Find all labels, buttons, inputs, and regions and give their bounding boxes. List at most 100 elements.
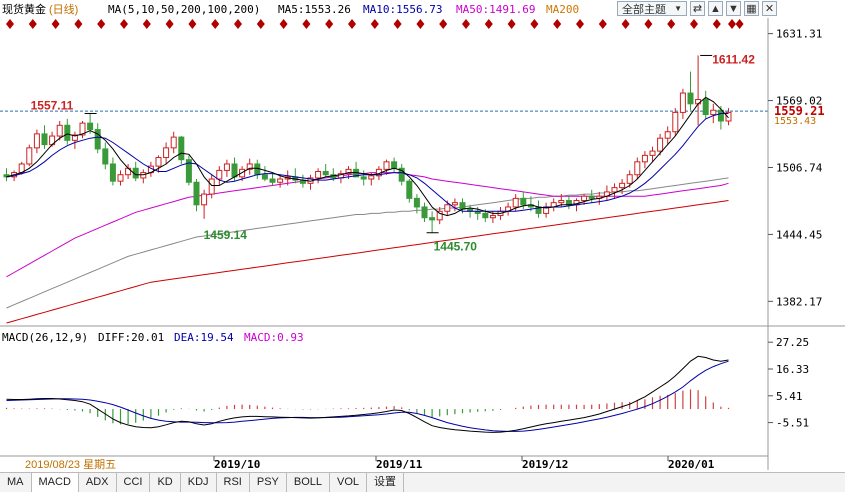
event-marker-icon (74, 19, 83, 29)
current-price-sublabel: 1553.43 (774, 116, 816, 127)
ma100-line (6, 177, 729, 309)
candle-body (223, 163, 230, 171)
high-annotation: 1611.42 (712, 52, 755, 66)
price-tick-label: 1444.45 (776, 228, 822, 241)
ma10-value: MA10:1556.73 (363, 3, 442, 16)
event-marker-icon (621, 19, 630, 29)
candle-body (208, 178, 215, 195)
candle-body (436, 210, 443, 221)
candle-body (33, 133, 40, 149)
macd-dea-value: DEA:19.54 (174, 331, 234, 344)
macd-diff-value: DIFF:20.01 (98, 331, 164, 344)
candle-body (216, 169, 223, 180)
price-tick-label: 1382.17 (776, 295, 822, 308)
tab-ma[interactable]: MA (0, 473, 32, 492)
candle-body (717, 109, 724, 122)
candle-body (193, 181, 200, 206)
tab-adx[interactable]: ADX (79, 473, 117, 492)
time-tick-label: 2020/01 (668, 458, 715, 471)
event-marker-icon (728, 19, 736, 29)
theme-dropdown-label: 全部主题 (622, 3, 666, 16)
main-price-panel: 1611.42 1557.11 1459.14 1445.70 (0, 19, 768, 324)
candle-body (155, 157, 162, 167)
candle-body (482, 212, 489, 219)
event-marker-icon (667, 19, 676, 29)
candle-body (315, 171, 322, 179)
theme-dropdown[interactable]: 全部主题 ▼ (617, 1, 687, 16)
candle-body (56, 124, 63, 137)
low1-annotation: 1459.14 (204, 228, 248, 242)
price-tick-label: 1569.02 (776, 95, 822, 108)
chart-up-icon[interactable]: ▲ (708, 1, 723, 16)
candle-body (679, 92, 686, 113)
period-label: (日线) (49, 2, 78, 16)
candle-body (368, 175, 375, 180)
tab-kd[interactable]: KD (150, 473, 181, 492)
tab-boll[interactable]: BOLL (287, 473, 331, 492)
candle-body (444, 204, 451, 212)
candle-body (725, 111, 732, 122)
macd-hist-value: MACD:0.93 (244, 331, 304, 344)
ma200-value: MA200 (546, 3, 579, 16)
tab-settings[interactable]: 设置 (367, 473, 405, 492)
dea-line (6, 360, 729, 432)
ma5-line (6, 96, 729, 217)
ma50-value: MA50:1491.69 (456, 3, 535, 16)
event-marker-icon (142, 19, 151, 29)
candle-body (140, 172, 147, 179)
ma-params-label: MA(5,10,50,200,100,200) (108, 3, 260, 16)
close-icon[interactable]: ✕ (762, 1, 777, 16)
candle-body (634, 161, 641, 176)
grid-icon[interactable]: ▦ (744, 1, 759, 16)
candle-body (345, 168, 352, 175)
event-marker-icon (256, 19, 265, 29)
candle-body (641, 154, 648, 163)
event-marker-icon (188, 19, 197, 29)
event-marker-icon (690, 19, 698, 29)
left-high-annotation: 1557.11 (31, 98, 74, 112)
event-marker-icon (97, 19, 106, 29)
candle-body (429, 217, 436, 221)
event-marker-icon (416, 19, 425, 29)
event-marker-icon (530, 19, 539, 29)
header-layer: 现货黄金 (日线) MA(5,10,50,200,100,200) MA5:15… (2, 2, 579, 344)
ma200-line (6, 200, 729, 324)
candle-body (421, 206, 428, 219)
price-tick-label: 1506.74 (776, 161, 823, 174)
tab-cci[interactable]: CCI (117, 473, 151, 492)
time-tick-label: 2019/10 (214, 458, 260, 471)
tab-rsi[interactable]: RSI (217, 473, 250, 492)
chart-down-icon[interactable]: ▼ (726, 1, 741, 16)
time-tick-label: 2019/12 (522, 458, 568, 471)
event-marker-icon (211, 19, 220, 29)
time-tick-label: 2019/11 (376, 458, 423, 471)
macd-title: MACD(26,12,9) (2, 331, 88, 344)
event-marker-icon (553, 19, 562, 29)
event-marker-icon (462, 19, 470, 29)
candle-body (79, 122, 86, 136)
tab-vol[interactable]: VOL (330, 473, 368, 492)
candle-body (269, 178, 276, 183)
low2-annotation: 1445.70 (434, 240, 478, 254)
event-marker-icon (484, 19, 493, 29)
tab-kdj[interactable]: KDJ (181, 473, 217, 492)
event-marker-icon (576, 19, 584, 29)
candle-body (520, 197, 527, 206)
candle-body (64, 124, 71, 141)
tab-macd[interactable]: MACD (31, 473, 79, 492)
ma10-line (6, 113, 729, 212)
candle-body (360, 176, 367, 180)
event-marker-icon (6, 19, 14, 29)
candle-body (87, 122, 94, 131)
candle-body (102, 148, 109, 165)
candle-body (649, 150, 656, 156)
tab-psy[interactable]: PSY (250, 473, 287, 492)
candle-body (277, 178, 284, 183)
candle-body (672, 111, 679, 133)
event-marker-icon (165, 19, 174, 29)
candle-body (246, 163, 253, 170)
event-marker-icon (120, 19, 128, 29)
candle-body (611, 187, 618, 193)
chart-switch-icon[interactable]: ⇄ (690, 1, 705, 16)
candle-body (41, 133, 48, 146)
